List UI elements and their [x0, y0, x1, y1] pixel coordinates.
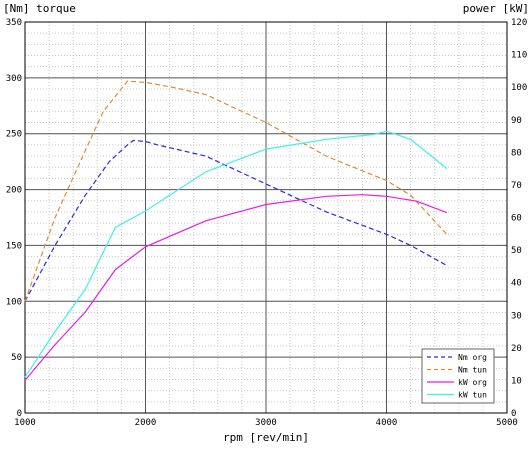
y-right-tick-label: 0	[511, 409, 516, 419]
series-line-nm-org	[24, 139, 448, 302]
right-axis-label: power [kW]	[463, 2, 529, 15]
x-tick-labels: 1000 2000 3000 4000 5000	[14, 418, 518, 428]
legend-label-nm-tun: Nm tun	[458, 366, 487, 375]
y-left-tick-label: 250	[6, 130, 22, 140]
x-axis-label: rpm [rev/min]	[223, 431, 309, 444]
series-layer	[24, 80, 448, 381]
left-axis-label: [Nm] torque	[3, 2, 76, 15]
y-left-tick-label: 200	[6, 186, 22, 196]
x-tick-label: 2000	[135, 418, 157, 428]
y-right-tick-label: 90	[511, 116, 522, 126]
right-tick-labels: 0 10 20 30 40 50 60 70 80 90 100 110 120	[511, 18, 527, 419]
y-left-tick-label: 150	[6, 241, 22, 251]
y-right-tick-label: 70	[511, 181, 522, 191]
y-right-tick-label: 100	[511, 83, 527, 93]
y-right-tick-label: 120	[511, 18, 527, 28]
x-tick-label: 5000	[496, 418, 518, 428]
y-left-tick-label: 350	[6, 18, 22, 28]
legend-label-kw-org: kW org	[458, 378, 487, 387]
y-right-tick-label: 110	[511, 51, 527, 61]
plot-border	[24, 21, 508, 414]
y-right-tick-label: 30	[511, 311, 522, 321]
y-right-tick-label: 60	[511, 214, 522, 224]
legend: Nm org Nm tun kW org kW tun	[421, 348, 495, 404]
y-right-tick-label: 80	[511, 148, 522, 158]
y-left-tick-label: 100	[6, 297, 22, 307]
y-left-tick-label: 0	[17, 409, 22, 419]
series-line-kw-tun	[24, 130, 448, 378]
y-right-tick-label: 50	[511, 246, 522, 256]
y-right-tick-label: 10	[511, 376, 522, 386]
series-line-nm-tun	[24, 80, 448, 302]
legend-label-kw-tun: kW tun	[458, 391, 487, 400]
y-left-tick-label: 300	[6, 74, 22, 84]
y-right-tick-label: 40	[511, 279, 522, 289]
x-tick-label: 1000	[14, 418, 36, 428]
y-right-tick-label: 20	[511, 344, 522, 354]
x-tick-label: 3000	[255, 418, 277, 428]
left-tick-labels: 0 50 100 150 200 250 300 350	[6, 18, 22, 419]
series-line-kw-org	[24, 194, 448, 381]
y-left-tick-label: 50	[11, 353, 22, 363]
x-tick-label: 4000	[376, 418, 398, 428]
legend-label-nm-org: Nm org	[458, 353, 487, 362]
